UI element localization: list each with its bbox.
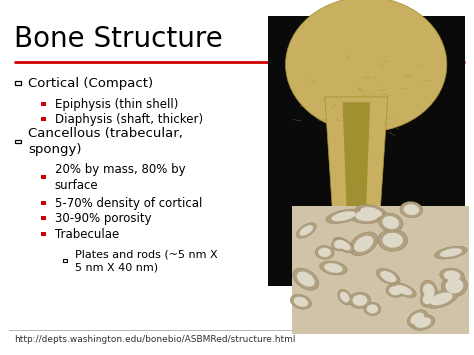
Ellipse shape	[391, 283, 416, 297]
Ellipse shape	[366, 304, 378, 313]
Text: Epiphysis (thin shell): Epiphysis (thin shell)	[55, 98, 178, 111]
Ellipse shape	[400, 202, 423, 218]
Ellipse shape	[349, 232, 378, 256]
Ellipse shape	[386, 284, 405, 297]
Ellipse shape	[444, 271, 461, 280]
Text: Bone Structure: Bone Structure	[14, 25, 223, 53]
Ellipse shape	[423, 284, 435, 298]
Ellipse shape	[332, 238, 346, 251]
Text: 5-70% density of cortical: 5-70% density of cortical	[55, 197, 202, 209]
Ellipse shape	[425, 289, 458, 308]
Bar	[15, 140, 21, 143]
Ellipse shape	[300, 225, 313, 236]
Bar	[41, 117, 46, 121]
Ellipse shape	[334, 240, 344, 249]
Text: http://depts.washington.edu/bonebio/ASBMRed/structure.html: http://depts.washington.edu/bonebio/ASBM…	[14, 335, 296, 344]
Text: Diaphysis (shaft, thicker): Diaphysis (shaft, thicker)	[55, 113, 202, 126]
Ellipse shape	[326, 209, 361, 224]
Text: 20% by mass, 80% by
surface: 20% by mass, 80% by surface	[55, 163, 185, 192]
Ellipse shape	[285, 0, 447, 132]
Ellipse shape	[414, 317, 431, 328]
Ellipse shape	[364, 302, 381, 316]
Bar	[292, 206, 469, 334]
Ellipse shape	[318, 248, 331, 257]
Ellipse shape	[350, 208, 384, 224]
Ellipse shape	[440, 248, 462, 257]
Bar	[41, 175, 46, 179]
Ellipse shape	[441, 275, 467, 297]
Polygon shape	[343, 102, 370, 259]
Ellipse shape	[315, 246, 334, 259]
Ellipse shape	[324, 263, 343, 273]
Ellipse shape	[420, 290, 436, 307]
Ellipse shape	[440, 268, 465, 283]
Bar	[268, 16, 465, 286]
Ellipse shape	[389, 286, 402, 295]
Ellipse shape	[353, 295, 367, 306]
Ellipse shape	[383, 216, 399, 229]
Ellipse shape	[410, 312, 424, 324]
Ellipse shape	[355, 210, 379, 221]
Bar	[15, 81, 21, 85]
Ellipse shape	[297, 272, 315, 287]
Ellipse shape	[403, 204, 419, 215]
Text: Cortical (Compact): Cortical (Compact)	[28, 77, 154, 90]
Bar	[41, 102, 46, 106]
Ellipse shape	[423, 293, 433, 304]
Ellipse shape	[378, 213, 403, 232]
Text: Trabeculae: Trabeculae	[55, 228, 119, 241]
Ellipse shape	[333, 237, 354, 253]
Ellipse shape	[378, 229, 408, 251]
Ellipse shape	[383, 233, 403, 248]
Ellipse shape	[376, 268, 400, 285]
Bar	[41, 216, 46, 220]
Bar	[63, 258, 67, 262]
Ellipse shape	[340, 292, 349, 302]
Text: Plates and rods (~5 nm X
5 nm X 40 nm): Plates and rods (~5 nm X 5 nm X 40 nm)	[75, 250, 218, 272]
Ellipse shape	[430, 293, 453, 305]
Ellipse shape	[319, 261, 347, 275]
Text: Cancellous (trabecular,
spongy): Cancellous (trabecular, spongy)	[28, 127, 183, 157]
Ellipse shape	[337, 240, 351, 250]
Ellipse shape	[410, 315, 435, 330]
Ellipse shape	[290, 294, 311, 309]
Text: 30-90% porosity: 30-90% porosity	[55, 212, 151, 225]
Ellipse shape	[420, 280, 438, 301]
Ellipse shape	[395, 285, 412, 295]
Ellipse shape	[338, 289, 352, 305]
Ellipse shape	[356, 204, 387, 220]
Ellipse shape	[292, 268, 319, 290]
Ellipse shape	[294, 297, 308, 307]
Ellipse shape	[360, 207, 382, 218]
Ellipse shape	[380, 271, 396, 282]
Bar	[41, 201, 46, 204]
Ellipse shape	[446, 278, 463, 294]
Ellipse shape	[349, 292, 371, 308]
Ellipse shape	[331, 211, 356, 221]
Bar	[41, 232, 46, 236]
Ellipse shape	[354, 236, 374, 252]
Ellipse shape	[435, 246, 467, 259]
Polygon shape	[325, 97, 388, 275]
Ellipse shape	[407, 310, 428, 327]
Ellipse shape	[296, 223, 316, 238]
